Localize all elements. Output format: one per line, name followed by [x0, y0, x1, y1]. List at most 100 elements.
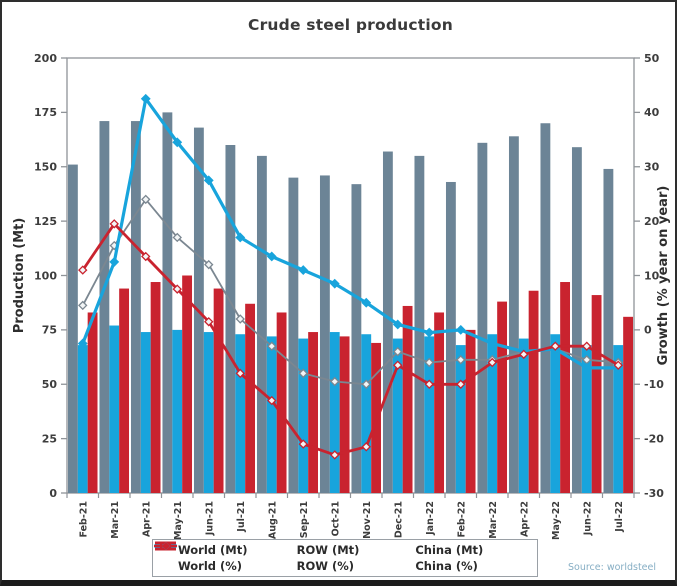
bar-china-mt — [213, 288, 224, 493]
bar-row-mt — [455, 345, 466, 493]
x-tick-label: Jul-21 — [236, 501, 247, 533]
legend-item-china-pct: China (%) — [154, 542, 478, 574]
bar-china-mt — [87, 312, 98, 493]
marker-china — [361, 442, 371, 452]
marker-china — [109, 219, 119, 229]
x-tick-label: Mar-22 — [488, 501, 499, 539]
marker-row — [172, 137, 183, 148]
bar-china-mt — [339, 336, 350, 493]
marker-row — [329, 278, 340, 289]
marker-row — [109, 256, 120, 267]
bar-china-mt — [150, 282, 161, 493]
y-axis-label-right: Growth (% year on year) — [656, 186, 671, 366]
marker-china — [330, 450, 340, 460]
legend-item-world-mt: World (Mt) — [155, 541, 248, 558]
legend-label: World (%) — [178, 559, 243, 573]
x-tick-label: Nov-21 — [362, 501, 373, 539]
marker-world — [204, 259, 214, 270]
legend-label: World (Mt) — [178, 543, 248, 557]
legend-label: ROW (%) — [296, 559, 355, 573]
y-right-tick-label: -10 — [644, 378, 664, 391]
marker-china — [424, 379, 434, 389]
y-axis-label-left: Production (Mt) — [12, 218, 27, 334]
x-tick-label: Jun-22 — [582, 501, 593, 536]
y-left-tick-label: 200 — [34, 52, 57, 65]
bar-world-mt — [162, 112, 173, 494]
bar-row-mt — [77, 345, 88, 493]
y-left-tick-label: 125 — [34, 215, 57, 228]
bar-china-mt — [434, 312, 445, 493]
bar-row-mt — [235, 334, 246, 493]
bar-world-mt — [256, 155, 267, 494]
bar-world-mt — [288, 177, 299, 494]
bar-row-mt — [392, 338, 403, 493]
bar-china-mt — [119, 288, 130, 493]
bar-china-mt — [276, 312, 287, 493]
y-left-tick-label: 0 — [49, 487, 57, 500]
bar-row-mt — [329, 332, 340, 493]
y-right-tick-label: 0 — [644, 324, 652, 337]
marker-china — [141, 251, 151, 262]
marker-china — [298, 439, 308, 449]
bar-china-mt — [560, 282, 571, 493]
bar-world-mt — [99, 121, 110, 493]
bar-world-mt — [508, 136, 519, 494]
x-tick-label: Apr-22 — [519, 501, 530, 537]
marker-row — [455, 324, 466, 335]
source-credit: Source: worldsteel — [568, 562, 657, 573]
y-right-tick-label: 50 — [644, 52, 660, 65]
bar-row-mt — [518, 338, 529, 493]
marker-world — [456, 355, 466, 365]
marker-row — [392, 319, 403, 330]
legend-item-world-pct: World (%) — [154, 542, 243, 574]
marker-row — [235, 232, 246, 243]
y-left-tick-label: 25 — [42, 432, 57, 445]
bar-world-mt — [319, 175, 330, 493]
bar-world-mt — [351, 184, 362, 493]
y-left-tick-label: 100 — [34, 269, 57, 282]
x-tick-label: Mar-21 — [110, 501, 121, 539]
bar-row-mt — [424, 336, 435, 493]
bar-world-mt — [67, 164, 78, 493]
marker-china — [235, 368, 245, 379]
y-right-tick-label: -20 — [644, 432, 664, 445]
marker-china — [267, 395, 277, 406]
bar-row-mt — [172, 329, 183, 494]
bar-row-mt — [550, 334, 561, 493]
bar-row-mt — [266, 336, 277, 493]
x-tick-label: May-21 — [173, 501, 184, 540]
marker-world — [78, 300, 88, 311]
y-right-tick-label: 20 — [644, 215, 660, 228]
bar-world-mt — [445, 181, 456, 494]
bar-row-mt — [613, 345, 624, 493]
legend-item-row-pct: ROW (%) — [154, 542, 355, 574]
marker-row — [140, 93, 151, 104]
marker-china — [613, 360, 623, 370]
bar-china-mt — [308, 332, 319, 493]
x-tick-label: Feb-22 — [456, 501, 467, 538]
bar-world-mt — [225, 145, 236, 493]
x-tick-label: May-22 — [551, 501, 562, 540]
bar-world-mt — [477, 142, 488, 493]
legend-label: ROW (Mt) — [296, 543, 360, 557]
bar-row-mt — [361, 334, 372, 493]
bar-china-mt — [528, 290, 539, 493]
marker-row — [266, 251, 277, 262]
legend-label: China (%) — [415, 559, 478, 573]
bar-row-mt — [487, 334, 498, 493]
y-left-tick-label: 50 — [42, 378, 58, 391]
marker-world — [330, 376, 340, 387]
bar-row-mt — [140, 332, 151, 493]
marker-china — [487, 357, 497, 368]
marker-china — [78, 265, 88, 275]
marker-china — [519, 349, 529, 360]
y-left-tick-label: 75 — [42, 324, 57, 337]
marker-china — [172, 284, 182, 294]
marker-row — [361, 297, 372, 308]
marker-world — [141, 194, 151, 205]
marker-china — [393, 360, 403, 370]
bar-world-mt — [603, 168, 614, 493]
bar-row-mt — [203, 332, 214, 493]
bar-world-mt — [571, 147, 582, 493]
